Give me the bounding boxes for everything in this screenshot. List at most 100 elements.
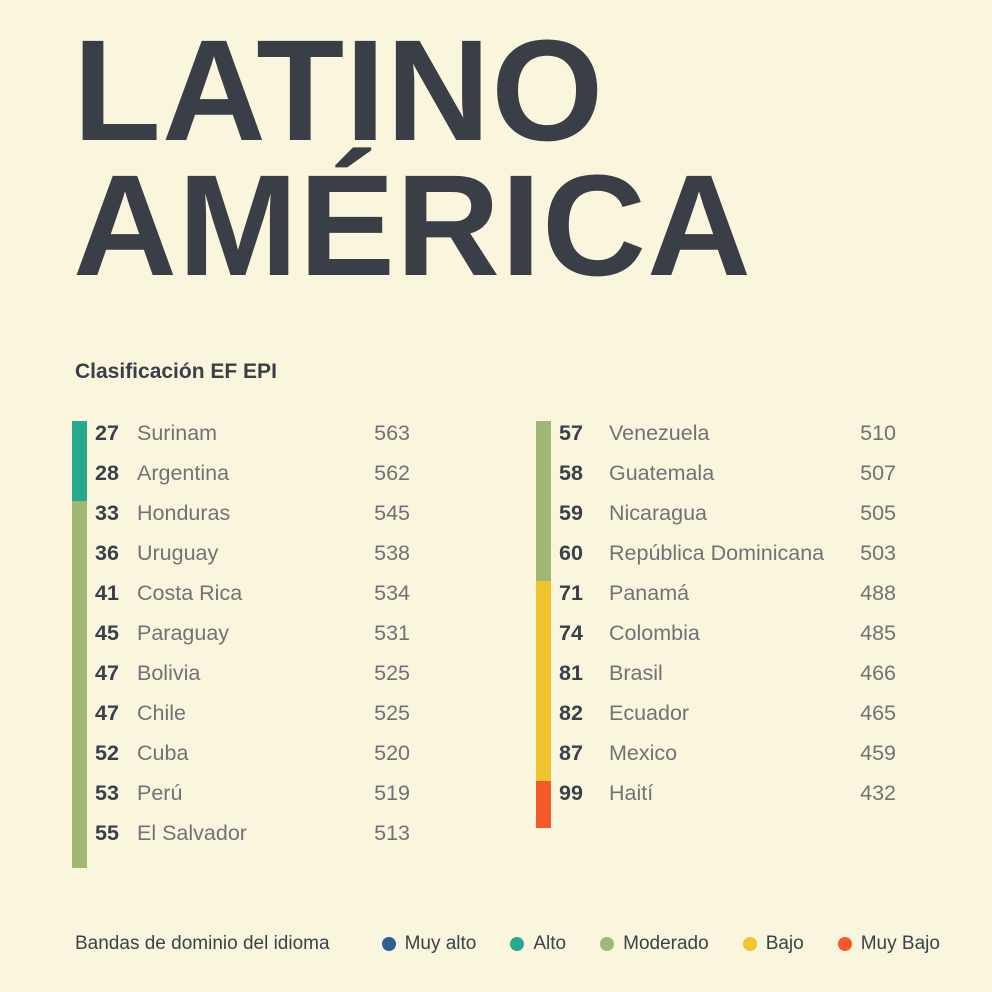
ranking-row: 47 Chile 525 bbox=[95, 693, 410, 733]
row-rank: 47 bbox=[95, 660, 119, 685]
row-score: 505 bbox=[860, 500, 896, 525]
row-rank: 58 bbox=[559, 460, 583, 485]
row-rank: 45 bbox=[95, 620, 119, 645]
ranking-row: 33 Honduras 545 bbox=[95, 493, 410, 533]
row-country: Bolivia bbox=[137, 660, 201, 685]
band-bar-segment-moderado bbox=[536, 421, 551, 581]
row-score: 531 bbox=[374, 620, 410, 645]
row-rank: 81 bbox=[559, 660, 583, 685]
row-score: 519 bbox=[374, 780, 410, 805]
legend-item-bajo: Bajo bbox=[742, 933, 804, 955]
page-title: LATINO AMÉRICA bbox=[73, 19, 752, 306]
row-rank: 27 bbox=[95, 420, 119, 445]
row-country: Perú bbox=[137, 780, 183, 805]
ranking-row: 41 Costa Rica 534 bbox=[95, 573, 410, 613]
section-heading: Clasificación EF EPI bbox=[75, 360, 277, 383]
row-country: Panamá bbox=[609, 580, 690, 605]
ranking-row: 27 Surinam 563 bbox=[95, 413, 410, 453]
legend-item-muy_alto: Muy alto bbox=[381, 933, 477, 955]
ranking-row: 45 Paraguay 531 bbox=[95, 613, 410, 653]
legend-item-label: Muy alto bbox=[404, 933, 477, 954]
row-country: Venezuela bbox=[609, 420, 710, 445]
legend-item-label: Muy Bajo bbox=[860, 933, 940, 954]
legend-items: Muy alto Alto Moderado Bajo Muy Bajo bbox=[381, 933, 940, 955]
row-score: 488 bbox=[860, 580, 896, 605]
row-rank: 60 bbox=[559, 540, 583, 565]
row-score: 538 bbox=[374, 540, 410, 565]
row-country: Mexico bbox=[609, 740, 678, 765]
legend-dot-moderado bbox=[600, 937, 615, 951]
ranking-row: 71 Panamá 488 bbox=[559, 573, 896, 613]
ranking-row: 28 Argentina 562 bbox=[95, 453, 410, 493]
row-country: Paraguay bbox=[137, 620, 230, 645]
ranking-rows-left: 27 Surinam 563 28 Argentina 562 33 Honduras 545 3… bbox=[95, 413, 410, 853]
row-score: 459 bbox=[860, 740, 896, 765]
row-rank: 36 bbox=[95, 540, 119, 565]
ranking-row: 36 Uruguay 538 bbox=[95, 533, 410, 573]
ranking-row: 74 Colombia 485 bbox=[559, 613, 896, 653]
row-country: Argentina bbox=[137, 460, 230, 485]
row-rank: 55 bbox=[95, 820, 119, 845]
row-country: Uruguay bbox=[137, 540, 219, 565]
row-score: 503 bbox=[860, 540, 896, 565]
row-rank: 52 bbox=[95, 740, 119, 765]
ranking-row: 59 Nicaragua 505 bbox=[559, 493, 896, 533]
row-score: 545 bbox=[374, 500, 410, 525]
legend-item-label: Alto bbox=[533, 933, 567, 954]
ranking-row: 58 Guatemala 507 bbox=[559, 453, 896, 493]
legend-dot-muy_bajo bbox=[837, 937, 852, 951]
row-score: 513 bbox=[374, 820, 410, 845]
ranking-row: 60 República Dominicana 503 bbox=[559, 533, 896, 573]
row-score: 507 bbox=[860, 460, 896, 485]
row-rank: 57 bbox=[559, 420, 583, 445]
row-country: Honduras bbox=[137, 500, 231, 525]
band-bar-segment-moderado bbox=[72, 501, 87, 868]
band-bar-segment-alto bbox=[72, 421, 87, 501]
legend-item-label: Bajo bbox=[765, 933, 804, 954]
legend-dot-bajo bbox=[742, 937, 757, 951]
row-country: Nicaragua bbox=[609, 500, 707, 525]
band-bar-left bbox=[72, 421, 87, 868]
legend-item-label: Moderado bbox=[623, 933, 709, 954]
row-score: 510 bbox=[860, 420, 896, 445]
ranking-row: 81 Brasil 466 bbox=[559, 653, 896, 693]
legend-item-muy_bajo: Muy Bajo bbox=[837, 933, 940, 955]
row-country: Brasil bbox=[609, 660, 663, 685]
legend: Bandas de dominio del idioma Muy alto Alt… bbox=[75, 933, 982, 955]
row-score: 562 bbox=[374, 460, 410, 485]
ranking-column-2: 57 Venezuela 510 58 Guatemala 507 59 Nicaragua 5… bbox=[536, 413, 896, 828]
legend-dot-alto bbox=[510, 937, 525, 951]
row-country: Chile bbox=[137, 700, 186, 725]
band-bar-segment-muy_bajo bbox=[536, 781, 551, 828]
legend-label: Bandas de dominio del idioma bbox=[75, 933, 330, 954]
ranking-row: 87 Mexico 459 bbox=[559, 733, 896, 773]
row-score: 525 bbox=[374, 660, 410, 685]
row-rank: 47 bbox=[95, 700, 119, 725]
ranking-row: 47 Bolivia 525 bbox=[95, 653, 410, 693]
row-country: Guatemala bbox=[609, 460, 715, 485]
row-rank: 87 bbox=[559, 740, 583, 765]
ranking-row: 82 Ecuador 465 bbox=[559, 693, 896, 733]
row-score: 520 bbox=[374, 740, 410, 765]
row-rank: 71 bbox=[559, 580, 583, 605]
row-score: 465 bbox=[860, 700, 896, 725]
page-title-line2: AMÉRICA bbox=[73, 145, 752, 306]
row-country: Colombia bbox=[609, 620, 700, 645]
row-rank: 28 bbox=[95, 460, 119, 485]
row-rank: 33 bbox=[95, 500, 119, 525]
legend-item-alto: Alto bbox=[510, 933, 566, 955]
row-rank: 53 bbox=[95, 780, 119, 805]
row-country: El Salvador bbox=[137, 820, 247, 845]
ranking-row: 99 Haití 432 bbox=[559, 773, 896, 813]
row-country: Costa Rica bbox=[137, 580, 243, 605]
row-country: Haití bbox=[609, 780, 654, 805]
legend-dot-muy_alto bbox=[381, 937, 396, 951]
row-country: Ecuador bbox=[609, 700, 690, 725]
row-score: 525 bbox=[374, 700, 410, 725]
row-country: República Dominicana bbox=[609, 540, 825, 565]
ranking-rows-right: 57 Venezuela 510 58 Guatemala 507 59 Nicaragua 5… bbox=[559, 413, 896, 813]
row-country: Cuba bbox=[137, 740, 189, 765]
row-score: 485 bbox=[860, 620, 896, 645]
row-rank: 59 bbox=[559, 500, 583, 525]
